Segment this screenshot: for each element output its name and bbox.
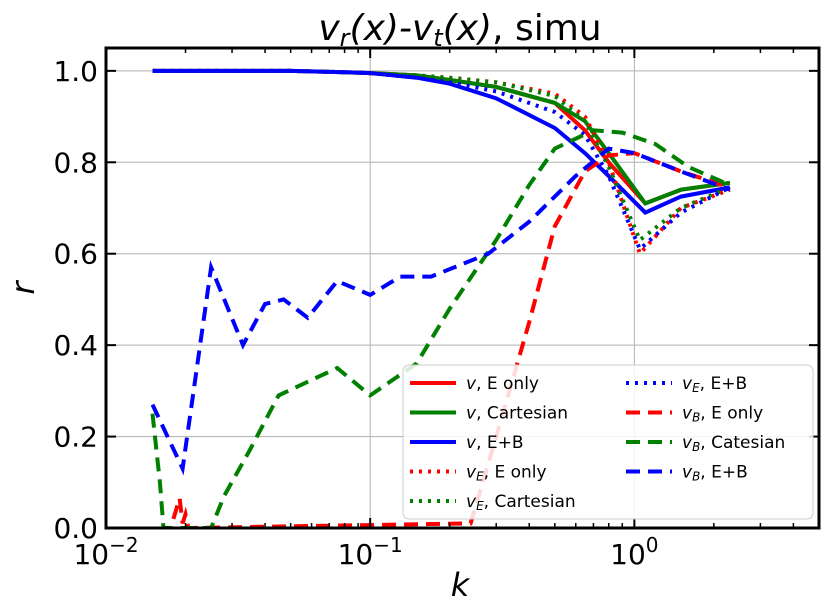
legend-label: v, E+B: [466, 433, 524, 453]
x-tick-label: 10−2: [73, 533, 138, 571]
y-tick-label: 0.0: [53, 512, 98, 545]
series-line: [150, 146, 731, 476]
legend-label: vB, E+B: [682, 463, 748, 484]
series-line: [152, 68, 731, 253]
x-axis-label: k: [451, 566, 471, 604]
y-tick-label: 0.4: [53, 329, 98, 362]
legend-label: v, E only: [466, 374, 539, 394]
x-tick-label: 10−1: [338, 533, 403, 571]
y-tick-label: 1.0: [53, 55, 98, 88]
y-tick-label: 0.8: [53, 146, 98, 179]
series-layer: [150, 68, 731, 528]
y-tick-label: 0.2: [53, 421, 98, 454]
legend-label: vE, E only: [466, 463, 547, 484]
legend-label: vE, Cartesian: [466, 492, 576, 513]
series-line: [152, 68, 731, 206]
legend-label: vB, E only: [682, 404, 763, 425]
y-axis-label: r: [4, 280, 42, 295]
y-tick-label: 0.6: [53, 238, 98, 271]
ticks: 10−2 10−1 100 0.0 0.2 0.4 0.6 0.8 1.0: [53, 48, 819, 571]
legend-label: v, Cartesian: [466, 404, 568, 424]
chart-title: vr(x)-vt(x), simu: [318, 8, 601, 52]
legend-label: vE, E+B: [682, 374, 747, 395]
x-tick-label: 100: [610, 533, 658, 571]
legend-frame: [402, 364, 814, 520]
series-line: [152, 68, 731, 206]
series-line: [150, 128, 731, 528]
legend-label: vB, Catesian: [682, 433, 785, 454]
legend: v, E only v, Cartesian v, E+B vE, E only vE,…: [402, 364, 814, 520]
plot-frame: [104, 46, 821, 530]
